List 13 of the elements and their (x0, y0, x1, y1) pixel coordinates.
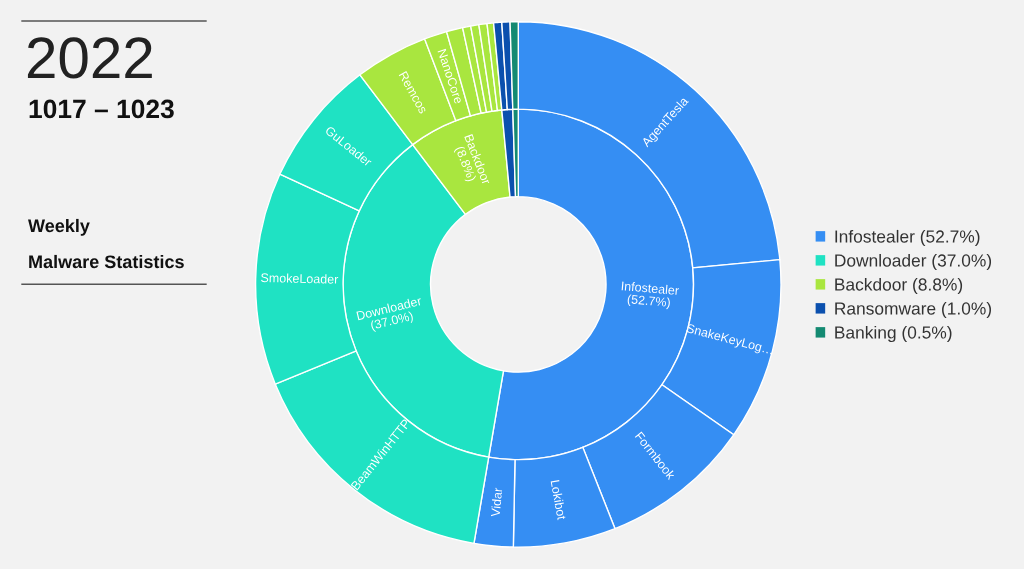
legend-label: Ransomware (1.0%) (835, 301, 992, 319)
legend-label: Downloader (37.0%) (835, 253, 992, 271)
legend-label: Backdoor (8.8%) (835, 277, 963, 295)
legend-label: Banking (0.5%) (835, 325, 952, 343)
text: Weekly (28, 218, 90, 236)
data-label: SmokeLoader (260, 272, 339, 284)
legend-label: Infostealer (52.7%) (835, 229, 980, 247)
data-label: Infostealer (52.7%) (621, 281, 680, 310)
text: Malware Statistics (29, 254, 184, 269)
data-label: Lokibot (550, 480, 567, 521)
text: 1017 – 1023 (29, 99, 174, 119)
data-label: Vidar (490, 487, 503, 518)
chart-title: 2022 (27, 37, 152, 79)
